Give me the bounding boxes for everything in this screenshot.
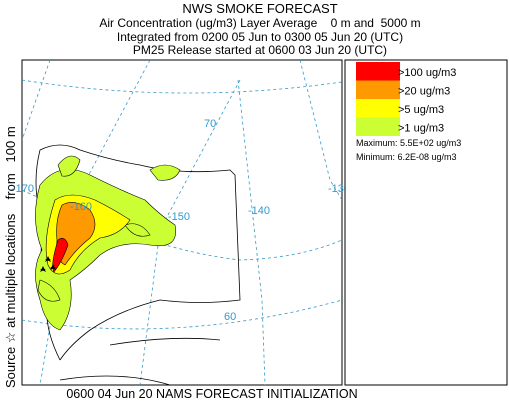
legend-label: >1 ug/m3 [398,123,444,135]
sources [40,256,56,272]
minimum: Minimum: 6.2E-08 ug/m3 [356,152,457,162]
footer: 0600 04 Jun 20 NAMS FORECAST INITIALIZAT… [66,387,357,401]
graticule [22,189,342,261]
subtitle: Air Concentration (ug/m3) Layer Average … [99,16,420,30]
smoke [35,155,181,331]
subtitle: PM25 Release started at 0600 03 Jun 20 (… [133,43,387,57]
map: -170 -160 -150 -140 -130 70 60 [12,59,350,386]
side-label: Source ☆ at multiple locations from 100 … [3,126,18,388]
map-label: -170 [12,183,34,195]
subtitle: Integrated from 0200 05 Jun to 0300 05 J… [117,30,403,44]
map-label: -160 [70,201,92,213]
legend-label: >100 ug/m3 [398,67,456,79]
legend-swatch [356,62,400,81]
map-label: 70 [204,118,216,130]
legend-label: >20 ug/m3 [398,86,450,98]
legend-label: >5 ug/m3 [398,104,444,116]
legend-swatch [356,80,400,99]
maximum: Maximum: 5.5E+02 ug/m3 [356,138,461,148]
map-label: -150 [168,211,190,223]
title: NWS SMOKE FORECAST [182,1,337,16]
legend: Maximum: 5.5E+02 ug/m3 Minimum: 6.2E-08 … [344,59,508,386]
legend-swatch [356,99,400,118]
map-label: -140 [248,205,270,217]
legend-swatch [356,117,400,136]
map-label: 60 [224,311,236,323]
